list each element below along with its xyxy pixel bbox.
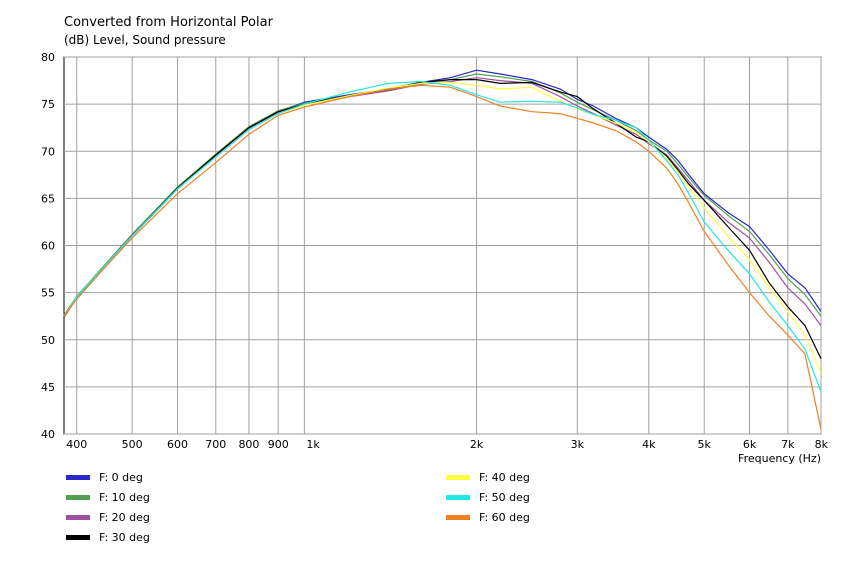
x-tick-label: 7k (781, 438, 795, 451)
legend-swatch (66, 495, 90, 500)
legend: F: 0 deg F: 10 deg F: 20 deg F: 30 deg F: 40… (66, 471, 530, 544)
x-tick-label: 800 (238, 438, 259, 451)
legend-label: F: 40 deg (479, 471, 530, 484)
x-tick-label: 700 (205, 438, 226, 451)
x-axis-label: Frequency (Hz) (738, 452, 821, 465)
x-tick-label: 900 (268, 438, 289, 451)
legend-swatch (446, 475, 470, 480)
x-tick-label: 6k (743, 438, 757, 451)
x-tick-label: 400 (66, 438, 87, 451)
legend-label: F: 50 deg (479, 491, 530, 504)
x-tick-label: 600 (167, 438, 188, 451)
legend-swatch (66, 515, 90, 520)
legend-label: F: 10 deg (99, 491, 150, 504)
legend-swatch (446, 515, 470, 520)
x-tick-label: 2k (470, 438, 484, 451)
x-tick-label: 3k (571, 438, 585, 451)
series-line (63, 77, 822, 326)
legend-label: F: 20 deg (99, 511, 150, 524)
y-tick-label: 65 (41, 192, 55, 205)
y-tick-label: 40 (41, 428, 55, 441)
y-tick-label: 75 (41, 98, 55, 111)
series-line (63, 80, 822, 392)
y-tick-label: 80 (41, 51, 55, 64)
x-tick-label: 8k (815, 438, 829, 451)
series-line (63, 78, 822, 359)
legend-label: F: 60 deg (479, 511, 530, 524)
chart-subtitle: (dB) Level, Sound pressure (64, 33, 226, 47)
y-tick-label: 55 (41, 287, 55, 300)
x-tick-label: 1k (306, 438, 320, 451)
series-line (63, 84, 822, 430)
legend-swatch (66, 475, 90, 480)
x-tick-label: 5k (698, 438, 712, 451)
x-tick-label: 500 (122, 438, 143, 451)
legend-label: F: 0 deg (99, 471, 143, 484)
y-tick-label: 60 (41, 240, 55, 253)
y-tick-label: 45 (41, 381, 55, 394)
grid-lines (64, 56, 822, 435)
x-axis-tick-labels: 400 500 600 700 800 900 1k 2k 3k 4k 5k 6k 7k 8k (66, 438, 828, 451)
y-axis-tick-labels: 40 45 50 55 60 65 70 75 80 (41, 51, 55, 441)
x-tick-label: 4k (642, 438, 656, 451)
legend-swatch (446, 495, 470, 500)
y-tick-label: 50 (41, 334, 55, 347)
y-tick-label: 70 (41, 145, 55, 158)
series-lines (63, 69, 822, 430)
chart-title: Converted from Horizontal Polar (64, 15, 274, 30)
legend-label: F: 30 deg (99, 531, 150, 544)
legend-swatch (66, 535, 90, 540)
